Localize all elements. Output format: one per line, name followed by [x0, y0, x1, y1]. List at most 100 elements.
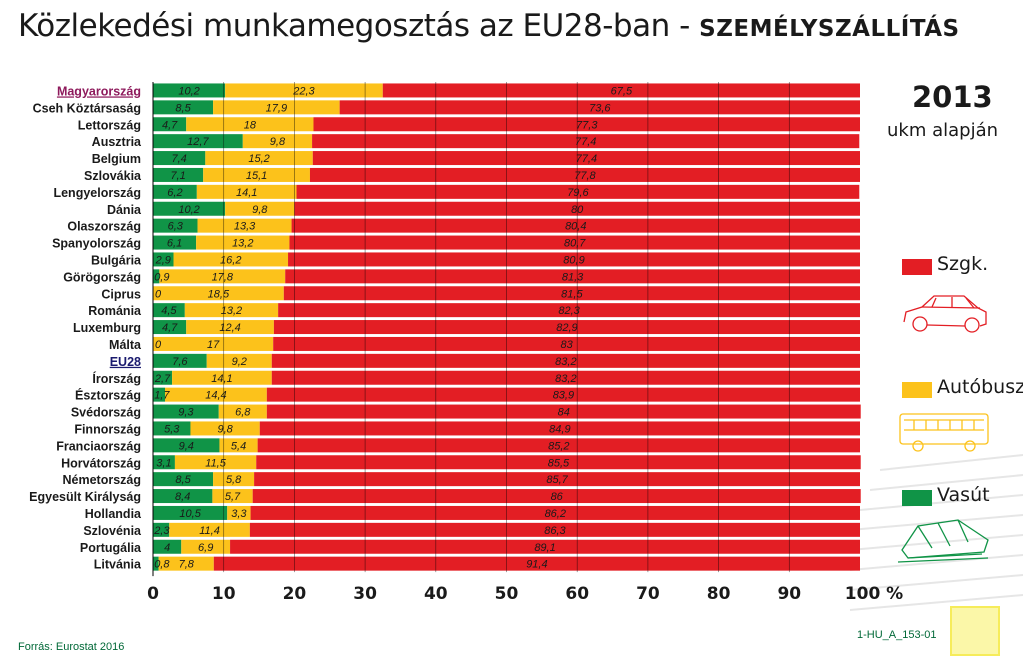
- category-label-0: Magyarország: [57, 84, 141, 98]
- x-tick-label-0: 0: [147, 584, 159, 604]
- category-label-2: Lettország: [78, 118, 141, 132]
- bar-szgk-15: [273, 336, 860, 351]
- category-label-21: Franciaország: [56, 439, 141, 453]
- bar-vast-14: [153, 320, 187, 335]
- bar-autbusz-25: [227, 505, 251, 520]
- value-label-autbusz-12: 18,5: [208, 288, 230, 300]
- x-tick-label-70: 70: [636, 584, 660, 604]
- value-label-vast-6: 6,2: [167, 187, 182, 199]
- category-label-17: Írország: [92, 371, 141, 386]
- value-label-vast-22: 3,1: [156, 457, 171, 469]
- bar-autbusz-2: [186, 117, 314, 132]
- bar-vast-18: [153, 387, 166, 402]
- bar-autbusz-3: [242, 134, 313, 149]
- value-label-szgk-19: 84: [558, 407, 570, 419]
- bar-vast-26: [153, 522, 170, 537]
- bar-autbusz-23: [213, 472, 255, 487]
- value-label-autbusz-1: 17,9: [266, 102, 287, 114]
- category-label-20: Finnország: [74, 422, 141, 436]
- category-label-27: Portugália: [80, 541, 142, 555]
- legend-label-car: Szgk.: [937, 253, 989, 275]
- year-annotation: 2013: [912, 80, 993, 114]
- bar-autbusz-12: [153, 286, 284, 301]
- category-label-22: Horvátország: [61, 456, 141, 470]
- category-label-28: Litvánia: [94, 558, 142, 572]
- value-label-szgk-8: 80,4: [565, 221, 586, 233]
- value-label-szgk-24: 86: [551, 491, 564, 503]
- bar-szgk-1: [339, 100, 860, 115]
- value-label-vast-2: 4,7: [162, 119, 178, 131]
- value-label-autbusz-15: 17: [207, 339, 220, 351]
- bar-vast-25: [153, 505, 228, 520]
- bar-vast-8: [153, 218, 198, 233]
- bar-vast-23: [153, 472, 214, 487]
- value-label-autbusz-14: 12,4: [219, 322, 240, 334]
- category-label-10: Bulgária: [91, 253, 142, 267]
- value-label-szgk-16: 83,2: [555, 356, 576, 368]
- bar-vast-22: [153, 455, 175, 470]
- value-label-autbusz-10: 16,2: [220, 254, 241, 266]
- bar-autbusz-7: [225, 201, 295, 216]
- bar-szgk-10: [288, 252, 860, 267]
- chart-title-bold: SZEMÉLYSZÁLLÍTÁS: [699, 16, 960, 42]
- category-label-4: Belgium: [92, 152, 141, 166]
- value-label-szgk-0: 67,5: [611, 85, 633, 97]
- value-label-vast-25: 10,5: [179, 508, 201, 520]
- x-tick-label-80: 80: [707, 584, 731, 604]
- value-label-szgk-22: 85,5: [548, 457, 570, 469]
- legend-label-train: Vasút: [937, 484, 990, 506]
- value-label-vast-8: 6,3: [168, 221, 184, 233]
- bus-icon: [899, 413, 989, 452]
- x-tick-label-10: 10: [212, 584, 236, 604]
- value-label-autbusz-26: 11,4: [199, 525, 220, 537]
- value-label-autbusz-23: 5,8: [226, 474, 242, 486]
- value-label-autbusz-8: 13,3: [234, 221, 256, 233]
- value-label-szgk-3: 77,4: [575, 136, 596, 148]
- bar-vast-9: [153, 235, 197, 250]
- value-label-szgk-25: 86,2: [545, 508, 566, 520]
- bar-vast-0: [153, 83, 226, 98]
- bar-vast-13: [153, 303, 185, 318]
- bar-vast-20: [153, 421, 191, 436]
- value-label-szgk-12: 81,5: [561, 288, 583, 300]
- bar-autbusz-21: [219, 438, 258, 453]
- value-label-autbusz-19: 6,8: [235, 407, 251, 419]
- value-label-vast-20: 5,3: [164, 423, 180, 435]
- bar-szgk-23: [254, 472, 860, 487]
- bar-szgk-22: [256, 455, 861, 470]
- bar-vast-17: [153, 370, 173, 385]
- bar-vast-11: [153, 269, 160, 284]
- value-label-vast-16: 7,6: [172, 356, 188, 368]
- category-label-18: Észtország: [75, 388, 141, 403]
- value-label-autbusz-6: 14,1: [236, 187, 257, 199]
- bar-autbusz-28: [158, 556, 214, 571]
- value-label-szgk-20: 84,9: [549, 423, 570, 435]
- bar-szgk-2: [313, 117, 860, 132]
- category-label-7: Dánia: [107, 203, 142, 217]
- value-label-vast-17: 2,7: [154, 373, 171, 385]
- chart-title-main: Közlekedési munkamegosztás az EU28-ban -: [18, 8, 700, 44]
- bar-autbusz-11: [159, 269, 286, 284]
- bar-autbusz-0: [225, 83, 383, 98]
- bar-szgk-14: [273, 320, 861, 335]
- value-label-szgk-23: 85,7: [546, 474, 568, 486]
- category-label-1: Cseh Köztársaság: [33, 101, 141, 115]
- bar-autbusz-22: [174, 455, 257, 470]
- basis-annotation: ukm alapján: [887, 120, 999, 141]
- chart-title: Közlekedési munkamegosztás az EU28-ban -…: [18, 8, 960, 44]
- bar-autbusz-20: [190, 421, 260, 436]
- value-label-vast-28: 0,8: [154, 559, 170, 571]
- legend-swatch-car: [902, 259, 932, 275]
- legend-swatch-bus: [902, 382, 932, 398]
- value-label-autbusz-20: 9,8: [217, 423, 233, 435]
- x-tick-label-50: 50: [495, 584, 519, 604]
- value-label-autbusz-3: 9,8: [270, 136, 286, 148]
- category-label-14: Luxemburg: [73, 321, 141, 335]
- value-label-vast-26: 2,3: [153, 525, 170, 537]
- value-label-vast-18: 1,7: [154, 390, 170, 402]
- bar-autbusz-19: [218, 404, 267, 419]
- bar-szgk-5: [309, 167, 861, 182]
- bar-szgk-21: [257, 438, 860, 453]
- value-label-autbusz-16: 9,2: [232, 356, 247, 368]
